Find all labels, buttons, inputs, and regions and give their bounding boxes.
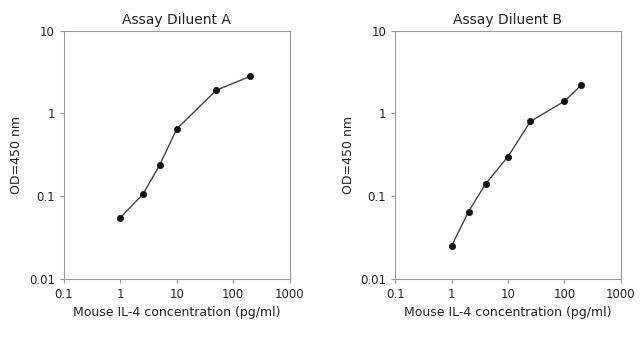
X-axis label: Mouse IL-4 concentration (pg/ml): Mouse IL-4 concentration (pg/ml) <box>73 306 280 319</box>
Title: Assay Diluent A: Assay Diluent A <box>122 13 231 27</box>
X-axis label: Mouse IL-4 concentration (pg/ml): Mouse IL-4 concentration (pg/ml) <box>404 306 612 319</box>
Title: Assay Diluent B: Assay Diluent B <box>454 13 563 27</box>
Y-axis label: OD=450 nm: OD=450 nm <box>342 116 355 194</box>
Y-axis label: OD=450 nm: OD=450 nm <box>10 116 24 194</box>
